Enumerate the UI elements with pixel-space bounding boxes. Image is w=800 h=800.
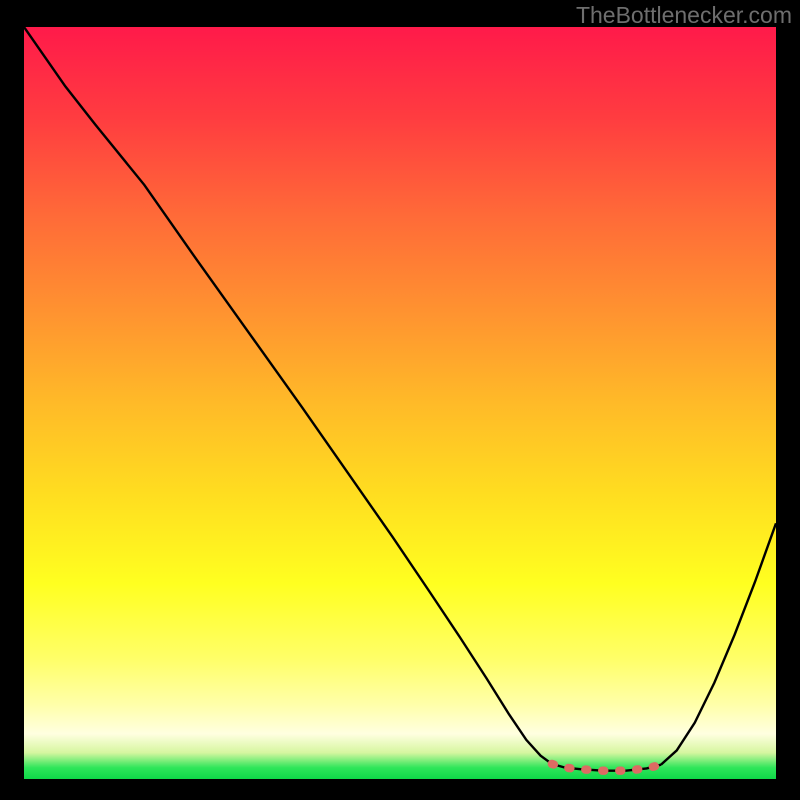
main-curve	[24, 27, 552, 764]
chart-canvas: TheBottlenecker.com	[0, 0, 800, 800]
plot-area	[24, 27, 776, 779]
curve-layer	[24, 27, 776, 779]
rising-tail	[661, 523, 776, 764]
watermark-text: TheBottlenecker.com	[576, 2, 792, 29]
